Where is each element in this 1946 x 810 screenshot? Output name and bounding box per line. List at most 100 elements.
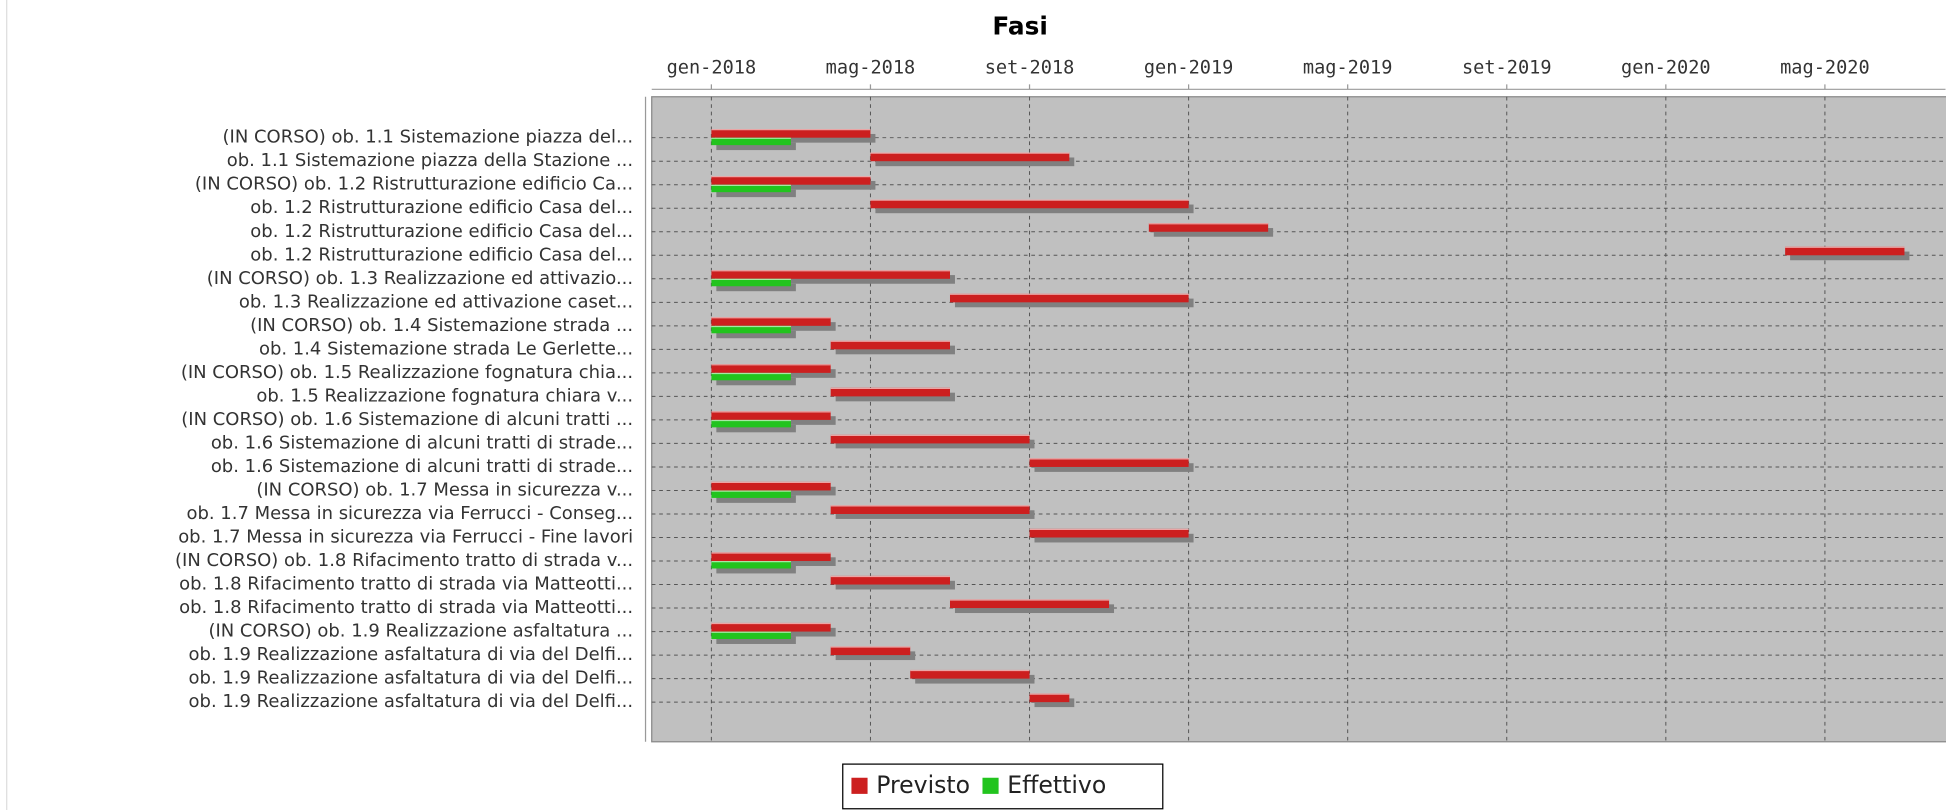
bar-shadow — [875, 157, 1075, 167]
task-bar — [1148, 223, 1269, 232]
task-bar — [949, 293, 1189, 303]
bar-shadow — [835, 392, 955, 402]
task-bar — [870, 199, 1189, 209]
task-bar — [711, 490, 791, 498]
task-bar — [711, 372, 791, 381]
category-label: (IN CORSO) ob. 1.9 Realizzazione asfalta… — [208, 621, 633, 642]
category-label: ob. 1.9 Realizzazione asfaltatura di via… — [189, 644, 634, 665]
category-label: (IN CORSO) ob. 1.5 Realizzazione fognatu… — [181, 362, 633, 383]
category-label: ob. 1.6 Sistemazione di alcuni tratti di… — [211, 432, 633, 453]
category-label: (IN CORSO) ob. 1.2 Ristrutturazione edif… — [195, 174, 633, 195]
task-bar — [830, 434, 1030, 444]
task-bar — [910, 669, 1030, 679]
task-bar — [711, 481, 831, 491]
task-bar — [1785, 246, 1905, 256]
bar-shadow — [835, 651, 916, 661]
category-label: ob. 1.3 Realizzazione ed attivazione cas… — [239, 291, 633, 312]
task-bar — [711, 419, 791, 428]
x-tick-label: set-2019 — [1462, 58, 1552, 79]
task-bar — [711, 137, 791, 146]
bar-shadow — [915, 674, 1035, 684]
plot-area — [651, 96, 1946, 743]
bar-shadow — [835, 345, 955, 355]
category-label: ob. 1.7 Messa in sicurezza via Ferrucci … — [186, 503, 633, 524]
bar-shadow — [716, 181, 876, 190]
task-bar — [1029, 458, 1189, 467]
task-bar — [949, 599, 1110, 609]
bar-shadow — [1790, 251, 1910, 261]
bar-shadow — [835, 510, 1035, 519]
bar-shadow — [716, 330, 796, 339]
task-bar — [711, 552, 831, 562]
x-tick-label: gen-2020 — [1621, 58, 1711, 79]
task-bar — [711, 278, 791, 287]
task-bar — [711, 411, 831, 420]
task-bar — [830, 646, 911, 656]
task-bar — [830, 387, 950, 397]
task-bar — [830, 505, 1030, 514]
task-bar — [830, 340, 950, 350]
category-label: (IN CORSO) ob. 1.6 Sistemazione di alcun… — [181, 409, 633, 430]
bar-shadow — [716, 142, 796, 151]
task-bar — [711, 561, 791, 569]
bar-shadow — [1034, 533, 1194, 543]
category-label: ob. 1.7 Messa in sicurezza via Ferrucci … — [178, 527, 633, 548]
bar-shadow — [716, 275, 955, 284]
bar-shadow — [1153, 228, 1274, 237]
legend-swatch — [982, 777, 999, 794]
task-bar — [711, 129, 871, 138]
bar-shadow — [716, 495, 796, 503]
legend-label: Previsto — [876, 771, 970, 799]
category-label: (IN CORSO) ob. 1.4 Sistemazione strada .… — [250, 315, 633, 336]
category-label: ob. 1.5 Realizzazione fognatura chiara v… — [256, 385, 633, 406]
bar-shadow — [716, 133, 876, 143]
task-bar — [711, 631, 791, 640]
task-bar — [711, 325, 791, 334]
task-bar — [830, 575, 950, 585]
category-label: (IN CORSO) ob. 1.3 Realizzazione ed atti… — [207, 268, 633, 289]
bar-shadow — [716, 283, 796, 292]
category-label: ob. 1.8 Rifacimento tratto di strada via… — [179, 597, 633, 618]
bar-shadow — [954, 604, 1115, 614]
x-tick-label: gen-2019 — [1144, 58, 1234, 79]
bar-shadow — [835, 580, 955, 590]
x-tick-label: mag-2018 — [826, 58, 916, 79]
task-bar — [1029, 528, 1189, 538]
category-label: ob. 1.2 Ristrutturazione edificio Casa d… — [250, 197, 633, 218]
category-label: (IN CORSO) ob. 1.1 Sistemazione piazza d… — [223, 127, 634, 148]
legend-swatch — [851, 777, 868, 794]
category-label: (IN CORSO) ob. 1.8 Rifacimento tratto di… — [175, 550, 633, 571]
x-tick-label: set-2018 — [985, 58, 1075, 79]
bar-shadow — [716, 565, 796, 574]
chart-title: Fasi — [992, 11, 1047, 40]
bar-shadow — [716, 424, 796, 433]
task-bar — [711, 364, 831, 373]
category-label: ob. 1.2 Ristrutturazione edificio Casa d… — [250, 244, 633, 265]
category-label: ob. 1.9 Realizzazione asfaltatura di via… — [189, 668, 634, 689]
bar-shadow — [716, 189, 796, 198]
category-label: ob. 1.1 Sistemazione piazza della Stazio… — [227, 150, 633, 171]
task-bar — [711, 176, 871, 185]
bar-shadow — [875, 204, 1194, 214]
x-tick-label: gen-2018 — [667, 58, 757, 79]
bar-shadow — [954, 298, 1194, 308]
task-bar — [711, 184, 791, 193]
category-label: ob. 1.6 Sistemazione di alcuni tratti di… — [211, 456, 633, 477]
category-label: (IN CORSO) ob. 1.7 Messa in sicurezza v.… — [256, 479, 633, 500]
category-label: ob. 1.2 Ristrutturazione edificio Casa d… — [250, 221, 633, 242]
legend-box — [842, 763, 1164, 810]
category-label: ob. 1.9 Realizzazione asfaltatura di via… — [189, 691, 634, 712]
bar-shadow — [835, 439, 1035, 449]
legend-label: Effettivo — [1007, 771, 1106, 799]
bar-shadow — [716, 636, 796, 644]
task-bar — [711, 317, 831, 326]
task-bar — [711, 622, 831, 632]
x-tick-label: mag-2020 — [1780, 58, 1870, 79]
task-bar — [711, 270, 950, 279]
bar-shadow — [716, 377, 796, 386]
task-bar — [1029, 693, 1070, 703]
x-tick-label: mag-2019 — [1303, 58, 1393, 79]
bar-shadow — [1034, 698, 1075, 708]
category-label: ob. 1.4 Sistemazione strada Le Gerlette.… — [259, 338, 633, 359]
